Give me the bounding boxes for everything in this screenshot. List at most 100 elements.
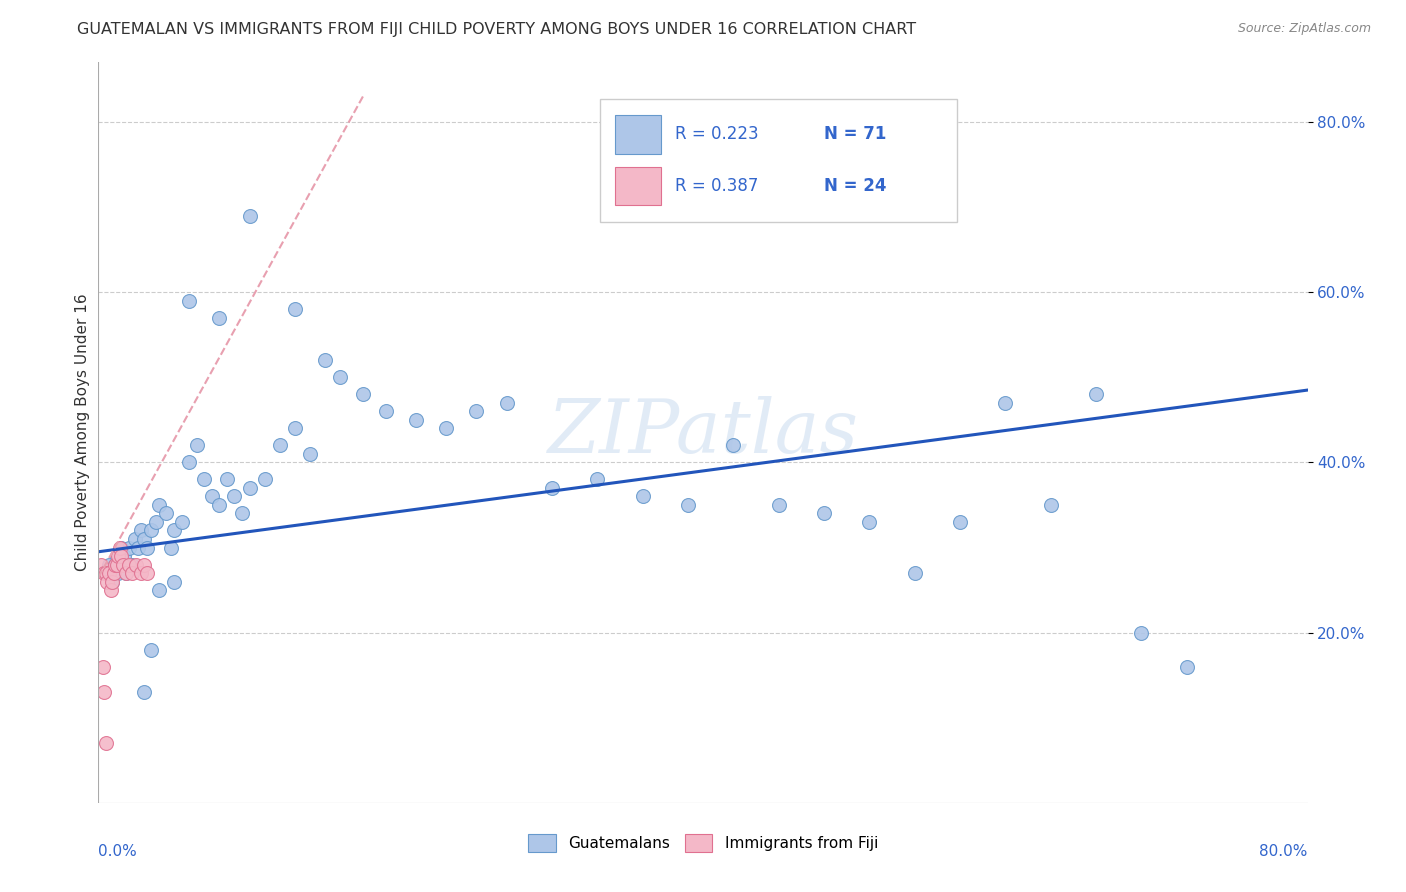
Text: GUATEMALAN VS IMMIGRANTS FROM FIJI CHILD POVERTY AMONG BOYS UNDER 16 CORRELATION: GUATEMALAN VS IMMIGRANTS FROM FIJI CHILD… [77, 22, 917, 37]
Point [239, 481, 262, 495]
Point [132, 685, 155, 699]
Point [193, 472, 215, 486]
Point [114, 566, 136, 580]
Point [94, 566, 117, 580]
Point [104, 558, 127, 572]
Point [179, 455, 201, 469]
Point [104, 558, 127, 572]
Point [949, 515, 972, 529]
Text: N = 24: N = 24 [824, 178, 886, 195]
Point [148, 582, 170, 597]
Point [186, 438, 208, 452]
Point [465, 404, 488, 418]
Point [91, 659, 114, 673]
Point [112, 549, 135, 563]
Point [676, 498, 699, 512]
Point [94, 736, 117, 750]
Point [208, 310, 231, 325]
Point [114, 566, 136, 580]
Point [540, 481, 562, 495]
Point [179, 293, 201, 308]
Point [208, 498, 231, 512]
Point [329, 370, 352, 384]
Point [132, 532, 155, 546]
Text: N = 71: N = 71 [824, 125, 886, 144]
Point [107, 549, 129, 563]
Point [284, 421, 307, 435]
Point [127, 541, 149, 555]
Point [141, 524, 163, 538]
Point [132, 558, 155, 572]
Point [135, 541, 157, 555]
FancyBboxPatch shape [600, 99, 957, 221]
Point [904, 566, 927, 580]
Point [405, 413, 427, 427]
Point [110, 549, 132, 563]
Point [253, 472, 276, 486]
Point [103, 566, 125, 580]
Point [215, 472, 238, 486]
Point [163, 524, 186, 538]
Point [105, 558, 128, 572]
Point [98, 558, 121, 572]
Legend: Guatemalans, Immigrants from Fiji: Guatemalans, Immigrants from Fiji [522, 829, 884, 858]
Point [111, 558, 134, 572]
Text: 80.0%: 80.0% [1260, 844, 1308, 858]
Point [98, 566, 121, 580]
Point [239, 209, 262, 223]
Point [108, 541, 131, 555]
Point [100, 582, 122, 597]
Point [374, 404, 396, 418]
Point [118, 558, 141, 572]
Point [160, 541, 183, 555]
Point [94, 566, 117, 580]
Point [121, 558, 143, 572]
Point [1085, 387, 1108, 401]
Point [110, 541, 132, 555]
Point [125, 558, 148, 572]
Point [108, 558, 131, 572]
Point [231, 507, 253, 521]
Point [495, 396, 517, 410]
Point [100, 566, 122, 580]
Point [813, 507, 835, 521]
Point [93, 566, 115, 580]
Point [994, 396, 1017, 410]
Point [124, 532, 146, 546]
Point [155, 507, 177, 521]
Point [121, 566, 143, 580]
Point [141, 642, 163, 657]
Point [299, 447, 322, 461]
Point [768, 498, 790, 512]
Point [135, 566, 157, 580]
Point [858, 515, 880, 529]
FancyBboxPatch shape [614, 167, 661, 205]
Point [1175, 659, 1198, 673]
Point [103, 566, 125, 580]
Point [148, 498, 170, 512]
Point [269, 438, 291, 452]
Text: Source: ZipAtlas.com: Source: ZipAtlas.com [1237, 22, 1371, 36]
FancyBboxPatch shape [614, 115, 661, 153]
Text: ZIPatlas: ZIPatlas [547, 396, 859, 469]
Text: R = 0.387: R = 0.387 [675, 178, 759, 195]
Point [111, 558, 134, 572]
Y-axis label: Child Poverty Among Boys Under 16: Child Poverty Among Boys Under 16 [75, 293, 90, 572]
Point [170, 515, 193, 529]
Point [314, 353, 336, 368]
Point [129, 524, 152, 538]
Point [96, 574, 118, 589]
Point [90, 558, 112, 572]
Text: 0.0%: 0.0% [98, 844, 138, 858]
Point [352, 387, 374, 401]
Point [101, 574, 124, 589]
Point [723, 438, 745, 452]
Text: R = 0.223: R = 0.223 [675, 125, 759, 144]
Point [145, 515, 167, 529]
Point [434, 421, 457, 435]
Point [224, 490, 246, 504]
Point [93, 685, 115, 699]
Point [118, 541, 141, 555]
Point [107, 566, 129, 580]
Point [129, 566, 152, 580]
